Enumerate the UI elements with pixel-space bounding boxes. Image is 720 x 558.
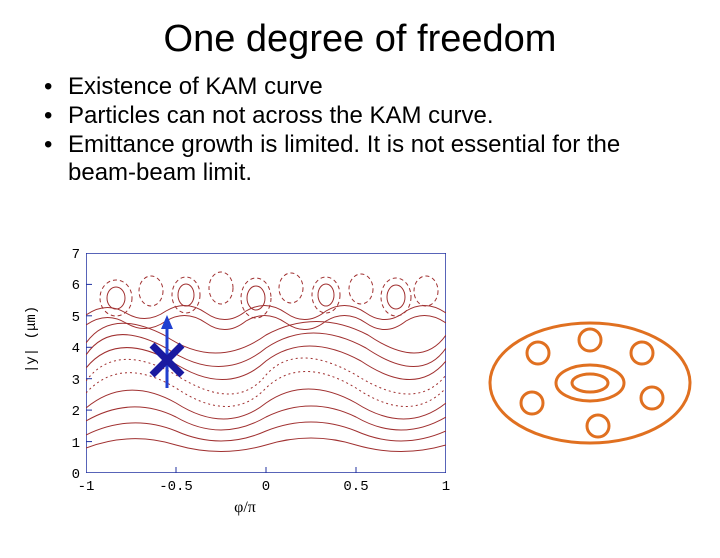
x-tick: 0.5: [338, 479, 374, 495]
island-diagram: [480, 308, 700, 458]
x-tick: -0.5: [154, 479, 198, 495]
bullet-item: Emittance growth is limited. It is not e…: [40, 131, 690, 189]
x-tick: 0: [256, 479, 276, 495]
y-axis-label: |y| (μm): [24, 306, 40, 373]
y-tick: 5: [60, 310, 80, 326]
page-title: One degree of freedom: [0, 18, 720, 61]
phase-space-chart: |y| (μm): [30, 243, 460, 523]
x-tick: -1: [74, 479, 98, 495]
plot-svg: [86, 253, 446, 473]
y-tick: 6: [60, 278, 80, 294]
bullet-list: Existence of KAM curve Particles can not…: [40, 73, 690, 188]
bullet-item: Particles can not across the KAM curve.: [40, 102, 690, 131]
y-tick: 4: [60, 341, 80, 357]
y-tick: 1: [60, 436, 80, 452]
y-tick: 2: [60, 404, 80, 420]
y-tick: 7: [60, 247, 80, 263]
bullet-item: Existence of KAM curve: [40, 73, 690, 102]
x-axis-label: φ/π: [234, 499, 256, 525]
y-tick: 3: [60, 373, 80, 389]
x-tick: 1: [436, 479, 456, 495]
